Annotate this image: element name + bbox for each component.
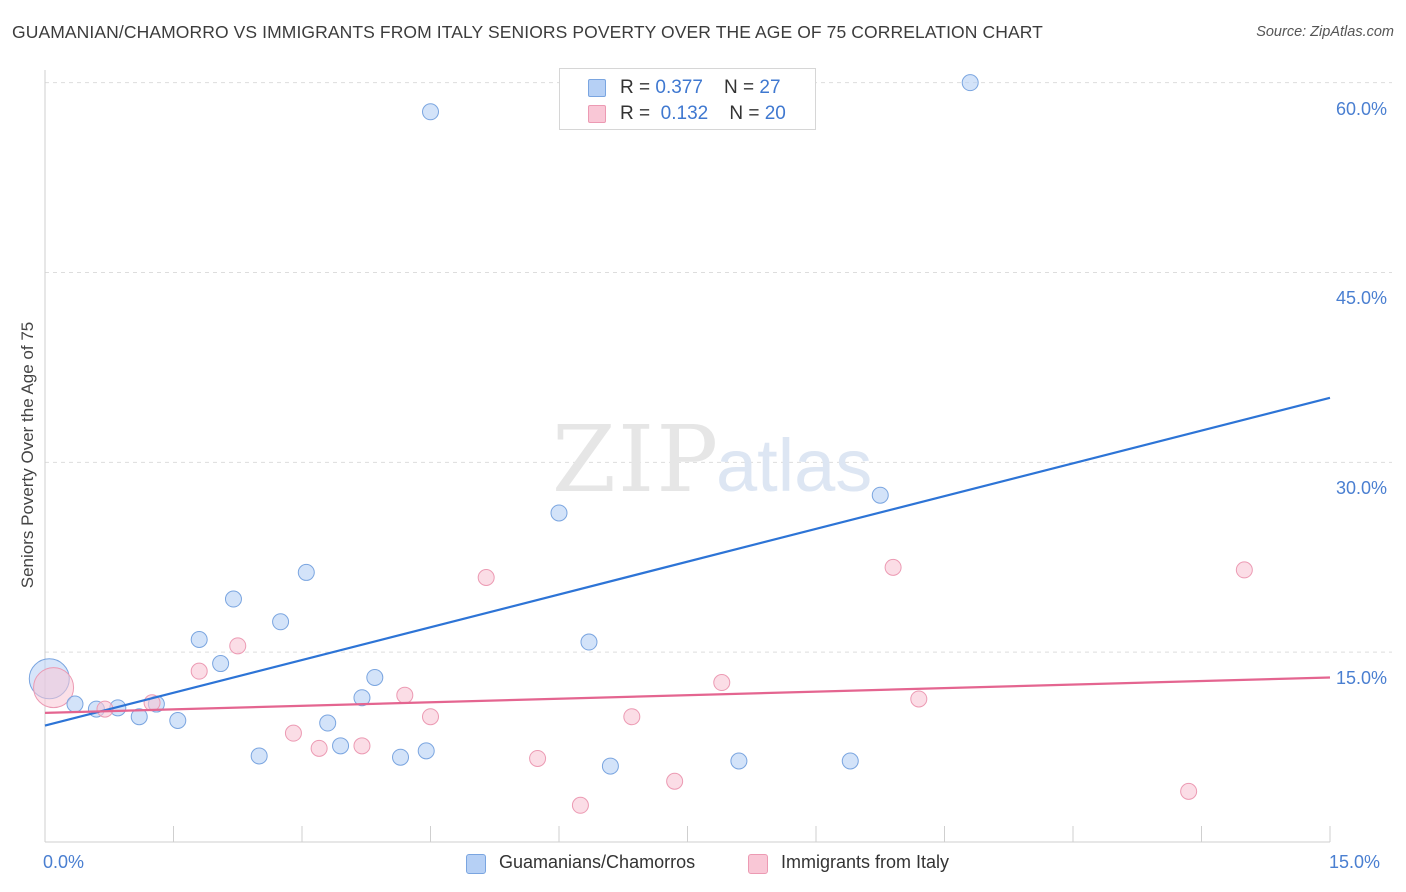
data-point: [623, 708, 641, 726]
trend-lines: [44, 396, 1331, 727]
legend-r-label: R =: [620, 103, 656, 124]
y-tick-label: 15.0%: [1336, 668, 1388, 689]
data-point: [841, 752, 859, 770]
data-point: [422, 708, 439, 726]
legend-n-label: N =: [729, 103, 765, 124]
data-point: [190, 662, 208, 680]
data-point: [190, 631, 208, 649]
data-point: [666, 772, 684, 790]
data-point: [224, 590, 242, 608]
grid-lines: [45, 82, 1392, 653]
data-point: [550, 504, 568, 522]
x-tick-label-max: 15.0%: [1329, 852, 1381, 872]
data-point: [310, 739, 328, 757]
x-tick-label-min: 0.0%: [43, 852, 85, 872]
data-point: [212, 655, 230, 673]
data-point: [392, 748, 410, 766]
data-point: [297, 563, 315, 581]
series-label-guamanians: Guamanians/Chamorros: [499, 852, 696, 872]
data-point: [529, 749, 547, 767]
watermark: ZIP atlas: [552, 406, 872, 513]
data-point: [884, 558, 902, 576]
data-point: [910, 690, 928, 708]
y-tick-label: 60.0%: [1336, 98, 1388, 119]
chart-source: Source: ZipAtlas.com: [1256, 24, 1394, 40]
legend-swatch-blue: [588, 79, 606, 97]
legend-n-label: N =: [724, 77, 760, 98]
legend-r-value: 0.377: [655, 77, 703, 98]
data-point: [332, 737, 350, 755]
data-point: [871, 486, 889, 504]
y-tick-label: 45.0%: [1336, 288, 1388, 309]
data-point: [713, 674, 731, 692]
data-point: [272, 613, 290, 631]
chart-title: GUAMANIAN/CHAMORRO VS IMMIGRANTS FROM IT…: [12, 22, 1043, 42]
data-point: [250, 747, 268, 765]
data-point: [229, 637, 247, 655]
watermark-zip: ZIP: [552, 406, 720, 513]
y-tick-label: 30.0%: [1336, 478, 1388, 499]
data-point: [417, 742, 435, 760]
data-point: [130, 708, 148, 726]
series-label-italy: Immigrants from Italy: [781, 852, 950, 872]
trend-line: [44, 396, 1331, 727]
legend-n-value: 27: [759, 77, 781, 98]
data-point: [1235, 561, 1253, 579]
data-point: [571, 796, 589, 814]
data-point: [422, 103, 439, 121]
data-point: [396, 686, 414, 704]
data-point: [66, 695, 84, 713]
data-point: [319, 714, 337, 732]
data-points: [28, 74, 1253, 814]
data-point-large: [33, 667, 75, 709]
data-point: [1180, 782, 1198, 800]
data-point: [580, 633, 598, 651]
legend-n-value: 20: [764, 103, 786, 124]
series-swatch-blue: [466, 854, 486, 874]
axes: [44, 70, 1331, 843]
data-point: [730, 752, 748, 770]
data-point: [477, 568, 495, 586]
legend-swatch-pink: [588, 105, 606, 123]
data-point: [601, 757, 619, 775]
data-point: [353, 737, 371, 755]
trend-line: [44, 676, 1331, 715]
data-point: [353, 689, 371, 707]
legend-r-label: R =: [620, 77, 656, 98]
series-swatch-pink: [748, 854, 768, 874]
data-point: [284, 724, 302, 742]
data-point: [366, 668, 384, 686]
correlation-legend: R = 0.377 N = 27 R = 0.132 N = 20: [559, 68, 816, 130]
watermark-atlas: atlas: [716, 424, 872, 507]
legend-r-value: 0.132: [660, 103, 709, 124]
data-point: [169, 712, 187, 730]
data-point: [961, 74, 979, 92]
